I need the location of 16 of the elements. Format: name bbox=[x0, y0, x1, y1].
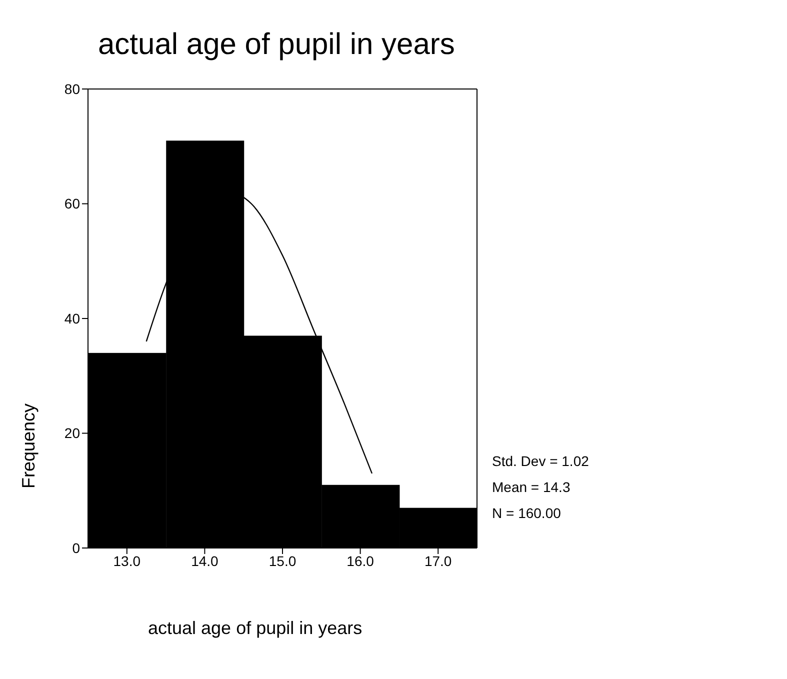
text: N = 160.00 bbox=[492, 504, 562, 523]
x-tick-label: 14.0 bbox=[191, 552, 219, 569]
text: Std. Dev = 1.02 bbox=[492, 452, 589, 471]
x-tick-label: 13.0 bbox=[113, 552, 141, 569]
y-axis-title: Frequency bbox=[18, 403, 38, 488]
x-axis-title: actual age of pupil in years bbox=[148, 618, 362, 639]
y-tick-label: 80 bbox=[64, 80, 80, 97]
y-tick-label: 60 bbox=[64, 196, 80, 212]
x-tick-label: 15.0 bbox=[268, 552, 296, 569]
text: Mean = 14.3 bbox=[492, 478, 572, 497]
y-tick-label: 0 bbox=[72, 540, 80, 556]
x-tick-label: 16.0 bbox=[346, 552, 374, 569]
chart-title: actual age of pupil in years bbox=[98, 28, 455, 62]
x-tick-label: 17.0 bbox=[424, 552, 452, 569]
y-tick-label: 20 bbox=[64, 425, 80, 442]
y-tick-label: 40 bbox=[64, 310, 80, 326]
